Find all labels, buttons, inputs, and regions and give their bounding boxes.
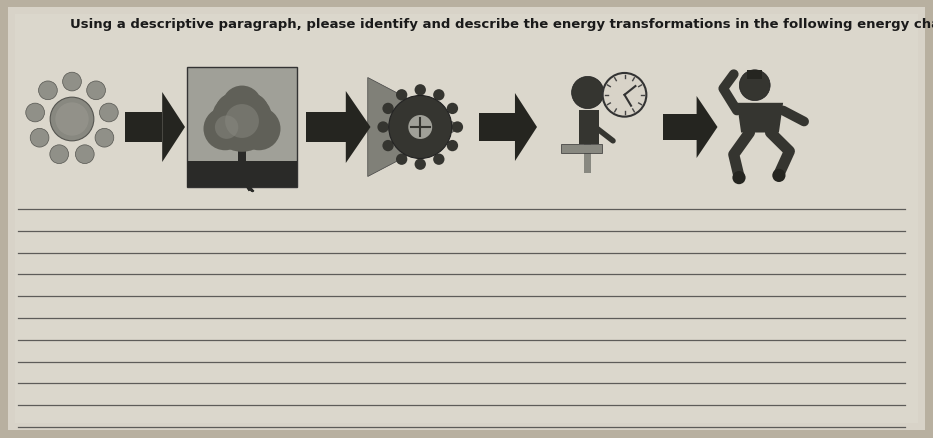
Bar [747,71,762,79]
Circle shape [383,103,394,115]
Circle shape [409,116,432,140]
Circle shape [225,105,259,138]
Polygon shape [368,78,462,177]
Circle shape [433,90,444,101]
Bar [238,134,246,187]
Circle shape [773,170,786,183]
Text: Using a descriptive paragraph, please identify and describe the energy transform: Using a descriptive paragraph, please id… [70,18,933,31]
Circle shape [222,86,262,126]
Circle shape [87,82,105,100]
Bar [584,145,592,173]
Circle shape [215,116,238,140]
Circle shape [76,145,94,164]
Circle shape [211,91,272,152]
Polygon shape [697,97,717,159]
Circle shape [30,129,49,148]
Circle shape [95,129,114,148]
Bar [125,113,162,142]
Circle shape [378,122,389,133]
Polygon shape [515,94,537,162]
Circle shape [447,103,458,115]
Bar [187,68,297,187]
Bar [578,110,599,145]
Circle shape [572,77,604,110]
Polygon shape [346,92,370,164]
Circle shape [414,159,426,170]
Polygon shape [162,93,185,162]
Circle shape [38,82,57,100]
Circle shape [234,94,268,128]
Circle shape [396,154,408,166]
Bar [479,113,515,142]
Bar [187,161,297,187]
Bar [662,115,697,141]
Circle shape [49,145,68,164]
Circle shape [63,73,81,92]
Circle shape [237,108,281,151]
Circle shape [100,104,118,123]
Circle shape [414,85,426,96]
Bar [562,145,602,154]
Circle shape [452,122,463,133]
Polygon shape [737,103,783,133]
Circle shape [433,154,444,166]
Circle shape [447,141,458,152]
Circle shape [396,90,408,101]
Circle shape [216,94,250,128]
Circle shape [55,103,89,136]
Circle shape [732,172,745,185]
Circle shape [739,71,770,101]
Bar [305,113,346,143]
Circle shape [203,108,246,151]
Circle shape [389,96,452,159]
Circle shape [603,74,647,117]
Circle shape [26,104,45,123]
Circle shape [50,98,94,141]
Circle shape [383,141,394,152]
